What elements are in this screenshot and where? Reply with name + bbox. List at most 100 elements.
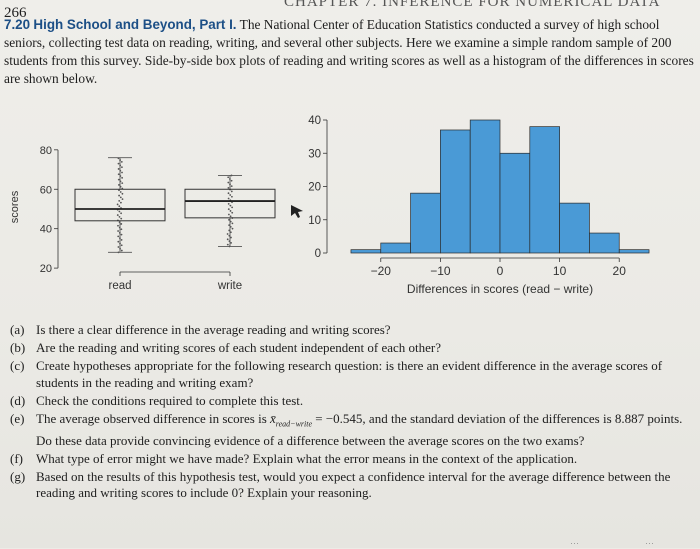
question-label: (e) (10, 411, 25, 427)
data-point (229, 178, 231, 180)
data-point (117, 178, 120, 181)
data-point (226, 243, 229, 246)
data-point (230, 190, 233, 193)
x-tick-label: 10 (553, 264, 567, 278)
question-label: (b) (10, 340, 26, 356)
histogram-chart: 0 10 20 30 40 −20 −10 0 10 20 Differences in score… (308, 115, 650, 296)
data-point (118, 210, 121, 213)
data-point (119, 180, 122, 183)
question-text-math: x̄ (270, 411, 276, 427)
data-point (119, 191, 122, 193)
data-point (229, 204, 232, 207)
question-label: (d) (10, 392, 26, 408)
data-point (230, 236, 232, 239)
data-point (230, 179, 233, 182)
data-point (117, 173, 120, 176)
question-text: The average observed difference in score… (36, 411, 692, 449)
histogram-bar (350, 249, 382, 254)
data-point (228, 213, 230, 216)
data-point (119, 247, 121, 250)
data-point (228, 245, 231, 248)
histogram-bar (529, 126, 560, 254)
y-tick-label: 40 (308, 115, 321, 127)
y-tick-label: 10 (308, 215, 321, 227)
data-point (227, 197, 230, 200)
data-point (227, 192, 230, 195)
data-point (120, 228, 123, 231)
data-point (120, 233, 123, 236)
data-point (117, 168, 120, 170)
data-point (119, 242, 121, 245)
question-list: (a) Is there a clear difference in the av… (10, 322, 692, 504)
data-point (118, 194, 120, 197)
question-label: (g) (10, 469, 26, 485)
y-tick-label: 0 (315, 248, 321, 260)
data-point (120, 201, 122, 204)
data-point (118, 199, 121, 202)
question-text: Check the conditions required to complet… (36, 392, 304, 408)
data-point (118, 184, 120, 186)
data-point (227, 176, 230, 179)
y-tick-label: 80 (40, 145, 52, 157)
histogram-bar (618, 249, 650, 254)
data-point (119, 159, 121, 161)
y-tick-label: 20 (40, 263, 52, 275)
y-tick-label: 40 (40, 224, 52, 236)
histogram-bar (469, 119, 501, 254)
histogram-bar (559, 202, 590, 254)
question-item: (g) Based on the results of this hypothes… (10, 469, 692, 501)
question-label: (c) (10, 358, 25, 374)
data-point (228, 234, 231, 237)
data-point (231, 227, 234, 230)
question-item: (f) What type of error might we have made… (10, 451, 692, 467)
data-point (119, 169, 122, 172)
y-axis-label: scores (9, 190, 21, 223)
question-label: (a) (10, 322, 25, 337)
data-point (120, 160, 123, 163)
question-text-post: = −0.545, and the standard deviation of … (36, 411, 683, 448)
question-item: (b) Are the reading and writing scores of… (10, 340, 692, 356)
data-point (121, 166, 123, 169)
data-point (118, 215, 121, 218)
question-text: Based on the results of this hypothesis … (36, 469, 671, 501)
y-tick-label: 30 (308, 148, 321, 160)
y-tick-label: 60 (40, 184, 52, 196)
histogram-bar (380, 242, 411, 254)
data-point (230, 241, 233, 244)
data-point (121, 198, 124, 201)
histogram-bar (440, 129, 471, 254)
question-text-pre: The average observed difference in score… (36, 411, 271, 427)
x-tick-label: −10 (430, 264, 451, 278)
data-point (117, 157, 120, 160)
y-tick-label: 20 (308, 182, 321, 194)
data-point (227, 202, 230, 205)
data-point (226, 238, 229, 241)
data-point (121, 182, 124, 185)
data-point (227, 186, 230, 189)
data-point (121, 176, 123, 179)
data-point (231, 195, 233, 198)
cursor-arrow-icon (291, 205, 303, 218)
data-point (230, 231, 232, 234)
question-text: What type of error might we have made? E… (36, 451, 578, 467)
data-point (230, 174, 233, 177)
histogram-bar (410, 192, 441, 254)
x-axis-label: Differences in scores (read − write) (407, 282, 593, 296)
data-point (231, 222, 234, 225)
x-tick-label: −20 (371, 264, 392, 278)
data-point (228, 224, 231, 227)
data-point (119, 196, 122, 199)
data-point (119, 164, 122, 167)
data-point (229, 194, 232, 196)
data-point (117, 162, 120, 165)
data-point (118, 231, 121, 234)
running-head: CHAPTER 7. INFERENCE FOR NUMERICAL DATA (284, 0, 661, 10)
data-point (121, 192, 124, 195)
question-text-sub: read−write (275, 419, 313, 429)
data-point (117, 246, 120, 248)
data-point (229, 215, 232, 218)
data-point (228, 218, 230, 221)
question-item: (e) The average observed difference in sc… (10, 411, 692, 449)
data-point (229, 226, 232, 228)
data-point (118, 205, 121, 208)
